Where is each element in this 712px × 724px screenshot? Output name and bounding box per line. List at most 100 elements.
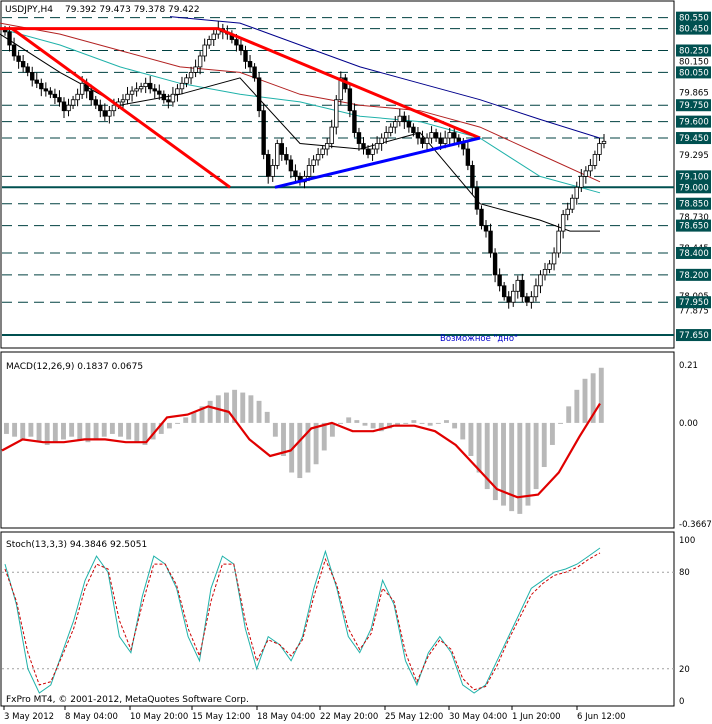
candle-body [197, 55, 203, 68]
macd-bar [460, 422, 466, 440]
macd-bar [509, 422, 515, 512]
candle-body [207, 39, 212, 46]
x-tick-label: 8 May 04:00 [65, 712, 118, 722]
macd-bar [313, 422, 319, 465]
macd-bar [444, 420, 449, 423]
candle-body [447, 132, 452, 139]
candle-body [25, 66, 30, 73]
candle-body [474, 186, 480, 210]
price-tag [676, 181, 711, 194]
macd-bar [4, 422, 9, 434]
macd-bar [362, 422, 368, 426]
candle-body [420, 137, 425, 144]
candle-body [157, 90, 162, 95]
candle-body [515, 279, 520, 292]
stoch-panel[interactable] [0, 531, 675, 707]
candle-body [234, 39, 239, 46]
candle-body [501, 285, 507, 298]
price-panel[interactable] [0, 0, 675, 349]
macd-bar [126, 422, 132, 440]
macd-bar [501, 422, 506, 506]
candle-body [452, 132, 457, 139]
macd-tick-label: 0.00 [679, 419, 698, 429]
candle-body [370, 148, 375, 155]
price-tag [676, 246, 711, 259]
candle-body [374, 143, 380, 150]
price-tag-label: 79.100 [679, 172, 709, 182]
macd-bar [150, 422, 156, 440]
candle-body [365, 148, 371, 155]
macd-bar [525, 422, 531, 506]
candle-body [483, 225, 489, 232]
candle-body [211, 33, 216, 40]
candle-body [89, 90, 94, 101]
price-ohlc: 79.392 79.473 79.378 79.422 [65, 5, 200, 15]
macd-bar [435, 422, 441, 424]
candle-body [479, 208, 484, 227]
price-tag [676, 115, 711, 128]
macd-bar [85, 422, 91, 443]
candle-body [306, 165, 312, 177]
candle-body [70, 99, 76, 106]
macd-bar [492, 422, 498, 501]
candle-body [538, 274, 543, 287]
price-tag [676, 329, 711, 342]
candle-body [601, 140, 607, 144]
candle-body [488, 230, 493, 254]
price-tick-label: 79.295 [679, 151, 709, 161]
candle-body [393, 121, 398, 128]
candle-body [329, 126, 334, 144]
candle-body [379, 137, 384, 144]
macd-bar [101, 422, 107, 437]
candle-body [415, 132, 421, 139]
candle-body [388, 126, 393, 133]
macd-bar [28, 422, 34, 437]
trendline-1 [11, 27, 231, 189]
price-tag-label: 79.000 [679, 183, 709, 193]
macd-bar [297, 422, 303, 479]
macd-bar [183, 417, 189, 423]
macd-title: MACD(12,26,9) 0.1837 0.0675 [6, 362, 143, 372]
stoch-tick-label: 100 [679, 536, 695, 546]
candle-body [188, 71, 194, 79]
stoch-title: Stoch(13,3,3) 94.3846 92.5051 [6, 540, 147, 550]
candle-body [492, 252, 498, 276]
bottom-annotation: Возможное "дно" [440, 334, 518, 344]
macd-bar [329, 422, 335, 437]
macd-bar [517, 422, 523, 514]
macd-bar [12, 422, 18, 437]
price-tag [676, 22, 711, 35]
macd-bar [590, 373, 596, 423]
candle-body [424, 137, 430, 144]
candle-body [134, 88, 139, 92]
price-title: USDJPY,H4 [5, 5, 53, 15]
macd-bar [134, 422, 140, 443]
macd-bar [395, 422, 401, 426]
candle-body [583, 170, 589, 177]
macd-bar [403, 422, 409, 424]
macd-bar [272, 422, 278, 437]
candle-body [102, 110, 108, 117]
candle-body [542, 268, 548, 276]
candle-body [79, 82, 85, 95]
price-tag-label: 77.650 [679, 331, 709, 341]
candle-body [93, 99, 98, 106]
candle-body [256, 77, 262, 112]
candle-body [356, 132, 362, 144]
macd-bar [175, 422, 181, 424]
candle-body [202, 44, 207, 57]
macd-bar [20, 422, 26, 440]
candle-body [574, 186, 579, 199]
price-tag-label: 80.050 [679, 68, 709, 78]
macd-bar [69, 422, 75, 437]
candle-body [547, 263, 552, 270]
candle-body [166, 99, 171, 103]
x-tick-label: 1 Jun 20:00 [512, 712, 561, 722]
candle-body [324, 143, 330, 150]
macd-bar [484, 422, 490, 490]
candle-body [570, 197, 575, 210]
candle-body [7, 31, 12, 46]
candle-body [120, 99, 126, 103]
macd-bar [574, 389, 580, 423]
